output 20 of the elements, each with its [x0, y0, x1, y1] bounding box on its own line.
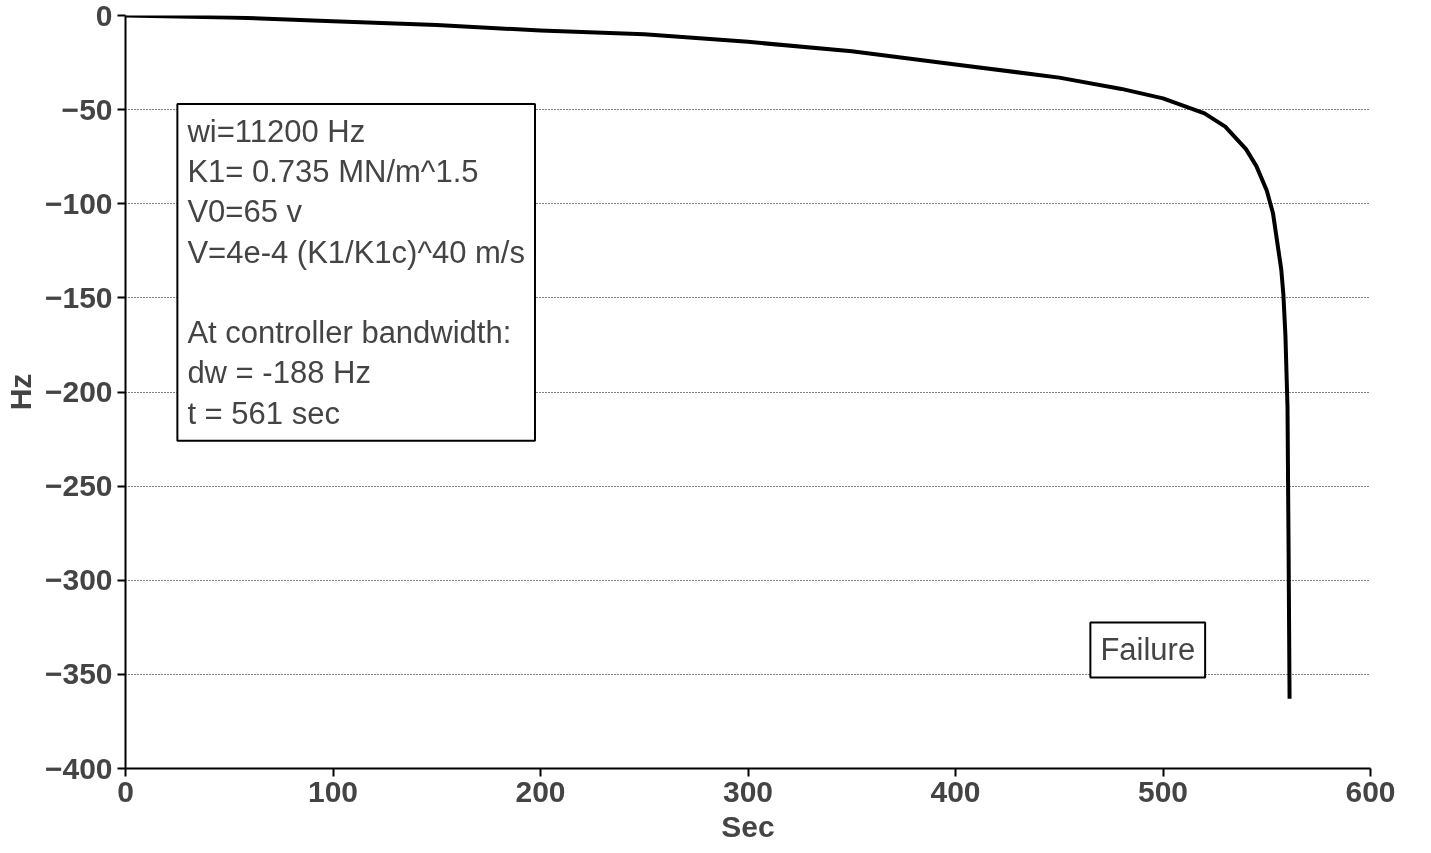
text: wi=11200 Hz K1= 0.735 MN/m^1.5 V0=65 v V=4e-4 (K1/K1c)^40 m/s At controller bandwidth: dw = -188 Hz t = 561 sec	[187, 113, 525, 431]
y-tick-label: −150	[44, 280, 113, 314]
x-tick-label: 0	[117, 774, 134, 808]
x-tick-label: 200	[515, 774, 566, 808]
x-axis-title: Sec	[721, 809, 775, 843]
x-tick-label: 600	[1345, 774, 1396, 808]
y-tick-label: 0	[95, 0, 113, 32]
y-tick-label: −50	[61, 92, 113, 126]
x-tick-label: 500	[1137, 774, 1189, 808]
y-tick-label: −350	[44, 657, 113, 691]
y-tick-label: −100	[44, 186, 113, 220]
y-axis-title: Hz	[3, 373, 37, 411]
y-tick-label: −400	[44, 751, 113, 785]
y-tick-label: −300	[44, 563, 113, 597]
x-tick-label: 400	[930, 774, 981, 808]
annotation: Failure	[1100, 632, 1196, 668]
x-tick-label: 300	[722, 774, 774, 808]
y-tick-label: −250	[44, 469, 113, 503]
x-tick-label: 100	[307, 774, 359, 808]
y-tick-label: −200	[44, 375, 113, 408]
